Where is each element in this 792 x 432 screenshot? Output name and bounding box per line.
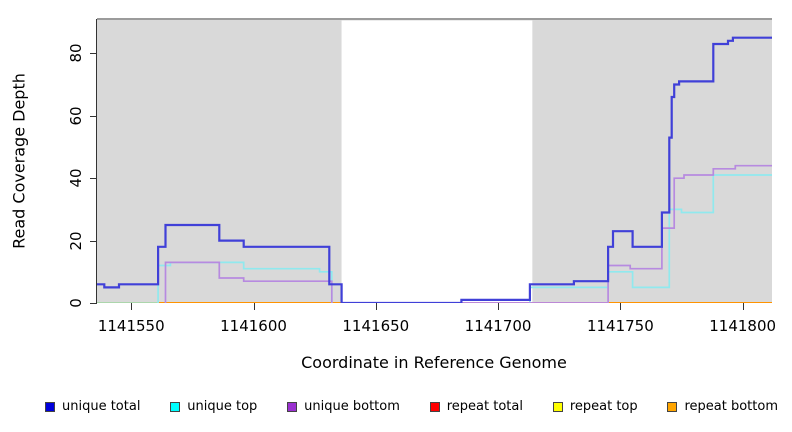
unique-bottom-swatch-icon xyxy=(287,401,298,412)
unique-total-swatch-icon xyxy=(45,401,55,412)
x-tick-label: 1141800 xyxy=(709,317,777,335)
legend-label: repeat top xyxy=(569,399,638,414)
series-line-unique-total xyxy=(97,36,772,303)
plot-top-border xyxy=(97,18,772,20)
series-line-unique-top xyxy=(157,261,333,303)
legend-label: unique total xyxy=(62,399,141,414)
y-tick xyxy=(90,53,97,55)
y-axis-line xyxy=(96,19,97,304)
legend: unique total unique top unique bottom re… xyxy=(45,399,778,414)
legend-label: unique top xyxy=(187,399,258,414)
repeat-top-swatch-icon xyxy=(552,401,563,412)
y-tick-label: 60 xyxy=(67,106,85,126)
x-tick-label: 1141650 xyxy=(342,317,410,335)
legend-label: repeat total xyxy=(446,399,523,414)
y-tick-label: 20 xyxy=(67,231,85,251)
x-tick xyxy=(375,303,377,310)
series-line-unique-bottom xyxy=(341,164,772,303)
x-tick-label: 1141700 xyxy=(464,317,532,335)
legend-item-repeat-total: repeat total xyxy=(429,399,523,414)
series-line-unique-bottom xyxy=(164,261,333,303)
legend-item-unique-bottom: unique bottom xyxy=(287,399,400,414)
x-tick xyxy=(131,303,133,310)
x-tick-label: 1141750 xyxy=(586,317,654,335)
x-axis-title: Coordinate in Reference Genome xyxy=(301,353,567,372)
legend-item-unique-top: unique top xyxy=(170,399,257,414)
legend-label: unique bottom xyxy=(304,399,400,414)
x-tick-label: 1141600 xyxy=(220,317,287,335)
masked-region xyxy=(341,20,533,303)
legend-item-unique-total: unique total xyxy=(45,399,140,414)
repeat-bottom-swatch-icon xyxy=(667,401,678,412)
x-tick xyxy=(253,303,255,310)
plot-canvas xyxy=(97,20,772,303)
y-tick-label: 40 xyxy=(67,168,85,188)
legend-item-repeat-top: repeat top xyxy=(552,399,638,414)
y-tick xyxy=(90,115,97,117)
y-tick xyxy=(90,178,97,180)
plot-area xyxy=(97,19,772,303)
y-tick xyxy=(90,240,97,242)
x-tick-label: 1141550 xyxy=(97,317,165,335)
y-tick-label: 80 xyxy=(67,43,85,63)
x-tick xyxy=(742,303,744,310)
repeat-total-swatch-icon xyxy=(429,401,440,412)
legend-item-repeat-bottom: repeat bottom xyxy=(667,399,778,414)
legend-label: repeat bottom xyxy=(684,399,778,414)
y-axis-title: Read Coverage Depth xyxy=(9,73,29,249)
y-tick xyxy=(90,303,97,304)
x-tick xyxy=(620,303,622,310)
x-tick xyxy=(498,303,500,310)
unique-top-swatch-icon xyxy=(170,401,181,412)
y-tick-label: 0 xyxy=(67,298,85,308)
